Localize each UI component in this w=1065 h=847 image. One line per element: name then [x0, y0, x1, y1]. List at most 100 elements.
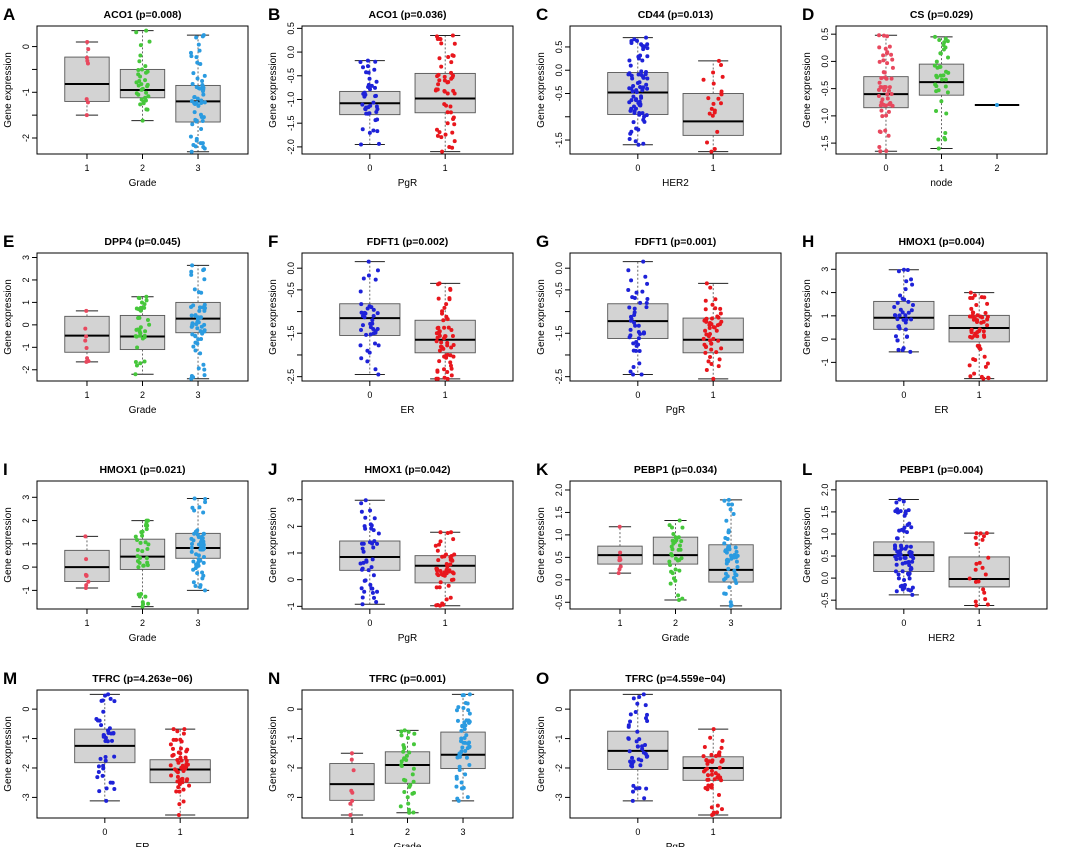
data-point: [435, 335, 440, 340]
data-point: [983, 572, 988, 577]
data-point: [617, 524, 622, 529]
data-point: [440, 311, 445, 316]
data-point: [677, 568, 682, 573]
y-tick-label: -1.0: [820, 108, 830, 124]
data-point: [142, 359, 147, 364]
data-point: [399, 762, 404, 767]
data-point: [627, 71, 632, 76]
data-point: [903, 287, 908, 292]
data-point: [351, 768, 356, 773]
data-point: [716, 58, 721, 63]
data-point: [179, 739, 184, 744]
data-point: [627, 305, 632, 310]
data-point: [903, 320, 908, 325]
plot-frame: [569, 252, 782, 382]
data-point: [362, 589, 367, 594]
data-point: [176, 813, 181, 818]
data-point: [631, 120, 636, 125]
data-point: [199, 534, 204, 539]
data-point: [886, 133, 891, 138]
data-point: [897, 497, 902, 502]
data-point: [629, 278, 634, 283]
data-point: [945, 39, 950, 44]
data-point: [443, 132, 448, 137]
data-point: [643, 716, 648, 721]
data-point: [191, 71, 196, 76]
data-point: [203, 588, 208, 593]
data-point: [349, 751, 354, 756]
data-point: [890, 57, 895, 62]
data-point: [188, 134, 193, 139]
data-point: [201, 560, 206, 565]
data-point: [371, 573, 376, 578]
data-point: [406, 729, 411, 734]
data-point: [711, 81, 716, 86]
data-point: [975, 343, 980, 348]
panel-title: CD44 (p=0.013): [638, 9, 714, 21]
data-point: [637, 80, 642, 85]
box-group-1: [948, 531, 1010, 608]
y-tick-label: 1: [820, 313, 830, 318]
data-point: [435, 87, 440, 92]
data-point: [200, 34, 205, 39]
data-point: [633, 786, 638, 791]
data-point: [365, 58, 370, 63]
data-point: [410, 772, 415, 777]
data-point: [895, 317, 900, 322]
data-point: [368, 508, 373, 513]
data-point: [410, 791, 415, 796]
data-point: [974, 302, 979, 307]
data-point: [196, 560, 201, 565]
data-point: [676, 535, 681, 540]
data-point: [712, 325, 717, 330]
data-point: [438, 539, 443, 544]
data-point: [402, 790, 407, 795]
data-point: [639, 94, 644, 99]
x-tick-label: 2: [673, 618, 678, 628]
data-point: [703, 307, 708, 312]
data-point: [373, 367, 378, 372]
data-point: [877, 129, 882, 134]
data-point: [189, 269, 194, 274]
data-point: [904, 530, 909, 535]
box-iqr: [339, 303, 401, 336]
x-tick-label: 1: [84, 618, 89, 628]
data-point: [881, 33, 886, 38]
data-point: [714, 350, 719, 355]
data-point: [84, 308, 89, 313]
data-point: [194, 136, 199, 141]
y-tick-label: 1: [21, 541, 31, 546]
data-point: [885, 50, 890, 55]
data-point: [193, 529, 198, 534]
data-point: [467, 692, 472, 697]
data-point: [196, 366, 201, 371]
data-point: [435, 548, 440, 553]
data-point: [894, 562, 899, 567]
data-point: [639, 758, 644, 763]
data-point: [719, 92, 724, 97]
panel-a: A ACO1 (p=0.008) -2 -1 0 Gene expression 1 2 3 Gr…: [3, 5, 249, 189]
data-point: [710, 759, 715, 764]
data-point: [642, 114, 647, 119]
data-point: [463, 701, 468, 706]
data-point: [191, 375, 196, 380]
data-point: [449, 345, 454, 350]
data-point: [728, 600, 733, 605]
data-point: [706, 96, 711, 101]
data-point: [678, 547, 683, 552]
data-point: [632, 320, 637, 325]
y-tick-label: -1.0: [286, 92, 296, 108]
panel-title: TFRC (p=4.263e−06): [92, 673, 192, 685]
data-point: [701, 77, 706, 82]
data-point: [636, 342, 641, 347]
data-point: [734, 549, 739, 554]
data-point: [195, 96, 200, 101]
y-tick-label: -1.5: [286, 115, 296, 131]
data-point: [883, 46, 888, 51]
data-point: [366, 259, 371, 264]
data-point: [895, 507, 900, 512]
data-point: [716, 364, 721, 369]
data-point: [626, 288, 631, 293]
x-axis-title: node: [930, 178, 953, 189]
data-point: [908, 544, 913, 549]
